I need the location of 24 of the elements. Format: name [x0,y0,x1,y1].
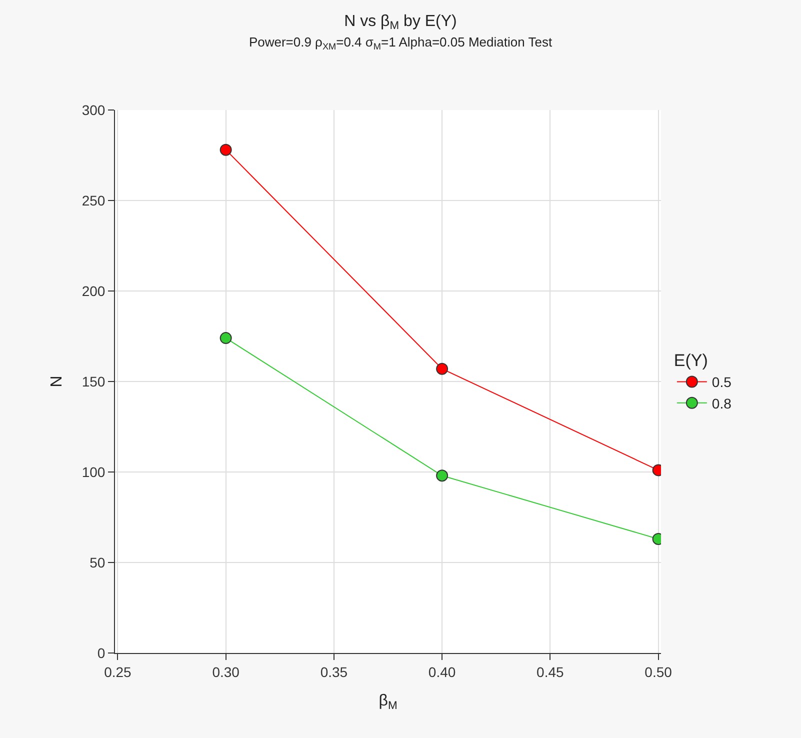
legend-label: 0.5 [712,374,732,390]
y-tick-label: 200 [82,282,106,299]
y-tick-label: 150 [82,373,106,390]
point [220,144,232,156]
x-tick-label: 0.50 [644,664,672,680]
legend-label: 0.8 [712,395,732,412]
point [220,332,232,344]
chart-subtitle: Power=0.9 ρ$_{XM}$=0.4 σ$_{M}$=1 Alpha=0.05 Mediation Test [248,34,552,52]
x-tick-label: 0.45 [536,664,564,680]
x-axis-title: β$_{M}$ [378,692,398,712]
legend-title: E(Y) [674,351,708,370]
y-tick-label: 250 [82,192,106,208]
point [436,470,448,482]
y-tick-label: 50 [90,554,106,570]
x-tick-label: 0.40 [428,664,456,680]
x-tick-label: 0.35 [320,664,348,680]
point [436,362,448,375]
chart-title: N vs β$_{M}$ by E(Y) [344,12,457,32]
y-tick-label: 100 [82,464,106,480]
y-tick-label: 300 [82,102,106,118]
x-tick-label: 0.30 [212,664,240,680]
x-tick-label: 0.25 [104,664,132,680]
y-axis-title: N [48,376,66,388]
y-tick-label: 0 [97,644,106,661]
